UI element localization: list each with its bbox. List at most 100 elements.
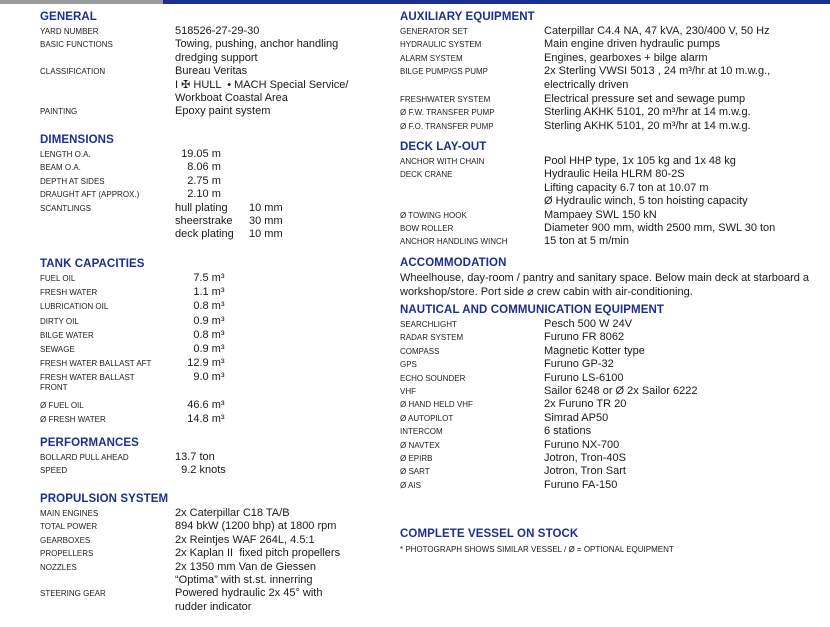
- spec-label: Ø F.W. TRANSFER PUMP: [400, 108, 495, 118]
- spec-row: SEWAGE 0.9 m³: [40, 343, 225, 356]
- section-nautical-and-communication-equipment: NAUTICAL AND COMMUNICATION EQUIPMENT SEAR…: [400, 303, 697, 492]
- spec-label: Ø AIS: [400, 480, 421, 490]
- spec-value: Furuno FA-150: [544, 479, 617, 492]
- spec-label: PROPELLERS: [40, 549, 94, 559]
- spec-label: FRESH WATER: [40, 288, 98, 298]
- spec-row: GPS Furuno GP-32: [400, 358, 697, 371]
- spec-value: 0.9 m³: [175, 315, 224, 328]
- spec-row: LENGTH O.A. 19.05 m: [40, 148, 283, 161]
- section-title: PERFORMANCES: [40, 437, 139, 449]
- spec-value: Furuno GP-32: [544, 358, 614, 371]
- spec-label: Ø F.O. TRANSFER PUMP: [400, 121, 494, 131]
- value-line: Epoxy paint system: [175, 105, 271, 118]
- value-line: electrically driven: [544, 78, 629, 91]
- value-line: 894 bkW (1200 bhp) at 1800 rpm: [175, 520, 337, 533]
- spec-value: 2x Furuno TR 20: [544, 398, 626, 411]
- spec-label: FRESH WATER BALLAST FRONT: [40, 373, 135, 393]
- value-line: Ø Hydraulic winch, 5 ton hoisting capaci…: [544, 195, 748, 208]
- spec-value: Magnetic Kotter type: [544, 345, 645, 358]
- spec-row: FRESH WATER BALLAST AFT 12.9 m³: [40, 357, 225, 370]
- spec-row: STEERING GEAR Powered hydraulic 2x 45° wi…: [40, 587, 340, 614]
- spec-label: GEARBOXES: [40, 535, 91, 545]
- section-title: TANK CAPACITIES: [40, 258, 145, 270]
- spec-value: Simrad AP50: [544, 412, 608, 425]
- spec-label: INTERCOM: [400, 427, 443, 437]
- section-title: DIMENSIONS: [40, 134, 114, 146]
- spec-row: BOLLARD PULL AHEAD 13.7 ton: [40, 451, 226, 464]
- spec-label: SCANTLINGS: [40, 203, 92, 213]
- spec-label: YARD NUMBER: [40, 27, 99, 36]
- spec-label: DRAUGHT AFT (APPROX.): [40, 190, 140, 200]
- spec-label: Ø SART: [400, 467, 430, 477]
- scantling-value: 30 mm: [249, 215, 283, 228]
- section-complete-vessel-on-stock: COMPLETE VESSEL ON STOCK * PHOTOGRAPH SHO…: [400, 527, 674, 556]
- spec-row: Ø NAVTEX Furuno NX-700: [400, 439, 697, 452]
- spec-label: FRESHWATER SYSTEM: [400, 95, 491, 105]
- spec-value: Electrical pressure set and sewage pump: [544, 93, 745, 106]
- spec-label: SEWAGE: [40, 345, 75, 355]
- value-line: 2.10 m: [175, 188, 221, 201]
- value-line: 8.06 m: [175, 161, 221, 174]
- spec-value: 0.8 m³: [175, 329, 224, 342]
- spec-label: COMPASS: [400, 346, 440, 356]
- value-line: Workboat Coastal Area: [175, 92, 288, 105]
- spec-label: ANCHOR HANDLING WINCH: [400, 237, 508, 247]
- scantling-part: hull plating: [175, 201, 228, 214]
- spec-row: BASIC FUNCTIONS Towing, pushing, anchor h…: [40, 38, 348, 65]
- scantling-part: sheerstrake: [175, 215, 233, 228]
- spec-label: Ø FRESH WATER: [40, 415, 106, 425]
- section-title: PROPULSION SYSTEM: [40, 493, 169, 505]
- spec-row: FRESH WATER 1.1 m³: [40, 286, 225, 299]
- value-line: 13.7 ton: [175, 451, 215, 463]
- value-line: Magnetic Kotter type: [544, 344, 645, 357]
- value-line: Jotron, Tron-40S: [544, 452, 626, 465]
- scantling-value: 10 mm: [249, 201, 283, 214]
- spec-row: DIRTY OIL 0.9 m³: [40, 315, 225, 328]
- value-line: 518526-27-29-30: [175, 25, 260, 37]
- spec-row: DRAUGHT AFT (APPROX.) 2.10 m: [40, 188, 283, 201]
- value-line: 15 ton at 5 m/min: [544, 235, 629, 248]
- top-bar-blue: [163, 0, 830, 4]
- spec-row: DECK CRANE Hydraulic Heila HLRM 80-2S Lift…: [400, 168, 775, 208]
- spec-label: BOW ROLLER: [400, 224, 454, 234]
- spec-value: Sailor 6248 or Ø 2x Sailor 6222: [544, 385, 697, 398]
- spec-value: 2x Reintjes WAF 264L, 4.5:1: [175, 534, 315, 547]
- value-line: dredging support: [175, 51, 258, 64]
- value-line: Towing, pushing, anchor handling: [175, 38, 339, 51]
- spec-row: PAINTING Epoxy paint system: [40, 105, 348, 118]
- section-tank-capacities: TANK CAPACITIES FUEL OIL 7.5 m³ FRESH WATE…: [40, 257, 225, 427]
- spec-label: FUEL OIL: [40, 274, 76, 283]
- spec-row: MAIN ENGINES 2x Caterpillar C18 TA/B: [40, 507, 340, 520]
- spec-value: 2.10 m: [175, 188, 221, 201]
- spec-label: TOTAL POWER: [40, 522, 98, 532]
- spec-label: RADAR SYSTEM: [400, 333, 464, 343]
- value-line: “Optima” with st.st. innerring: [175, 574, 313, 587]
- spec-value: Bureau Veritas I ✠ HULL • MACH Special Se…: [175, 65, 348, 105]
- spec-row: HYDRAULIC SYSTEM Main engine driven hydra…: [400, 38, 770, 51]
- value-line: 2x Caterpillar C18 TA/B: [175, 507, 290, 519]
- spec-value: 518526-27-29-30: [175, 25, 259, 38]
- spec-row: SPEED 9.2 knots: [40, 464, 226, 477]
- value-line: Main engine driven hydraulic pumps: [544, 38, 721, 51]
- spec-row: CLASSIFICATION Bureau Veritas I ✠ HULL • M…: [40, 65, 348, 105]
- spec-row: FUEL OIL 7.5 m³: [40, 272, 225, 285]
- section-dimensions: DIMENSIONS LENGTH O.A. 19.05 m BEAM O.A. 8…: [40, 133, 283, 242]
- spec-label: Ø AUTOPILOT: [400, 413, 454, 423]
- spec-label: DEPTH AT SIDES: [40, 176, 105, 186]
- footnote: * PHOTOGRAPH SHOWS SIMILAR VESSEL / Ø = …: [400, 545, 674, 554]
- spec-value: Diameter 900 mm, width 2500 mm, SWL 30 t…: [544, 222, 775, 235]
- value-line: Hydraulic Heila HLRM 80-2S: [544, 168, 685, 181]
- spec-row: ANCHOR WITH CHAIN Pool HHP type, 1x 105 k…: [400, 155, 775, 168]
- spec-label: HYDRAULIC SYSTEM: [400, 40, 482, 50]
- spec-row: Ø TOWING HOOK Mampaey SWL 150 kN: [400, 209, 775, 222]
- spec-label: NOZZLES: [40, 562, 77, 572]
- value-line: Furuno FA-150: [544, 478, 618, 491]
- spec-label: DECK CRANE: [400, 170, 453, 180]
- spec-value: 46.6 m³: [175, 399, 224, 412]
- section-general: GENERAL YARD NUMBER 518526-27-29-30 BASIC F…: [40, 10, 348, 119]
- spec-row: Ø FRESH WATER 14.8 m³: [40, 413, 225, 426]
- spec-row: BILGE PUMP/GS PUMP 2x Sterling VWSI 5013 …: [400, 65, 770, 92]
- spec-label: GPS: [400, 360, 417, 370]
- value-line: 9.0 m³: [175, 371, 225, 384]
- spec-value: Towing, pushing, anchor handling dredging…: [175, 38, 338, 65]
